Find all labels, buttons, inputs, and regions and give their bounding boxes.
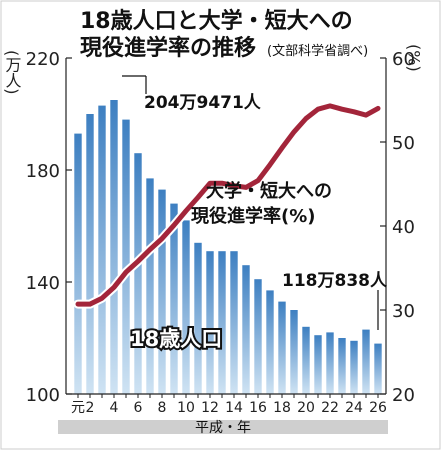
chart-title-line2: 現役進学率の推移 [80, 35, 256, 61]
x-tick-label: 26 [369, 400, 387, 416]
x-tick-label: 4 [110, 400, 119, 416]
x-axis-caption-bar [58, 420, 388, 434]
left-tick-label: 220 [26, 49, 60, 70]
peak-annotation: 204万9471人 [144, 93, 262, 113]
left-axis-unit-label: (万人) [3, 50, 22, 94]
bar-3 [98, 105, 106, 394]
x-tick-label: 24 [345, 400, 363, 416]
x-tick-label: 14 [225, 400, 243, 416]
bar-14 [230, 251, 238, 394]
bar-元 [74, 133, 82, 394]
bar-13 [218, 251, 226, 394]
x-axis-label: 平成・年 [195, 420, 251, 436]
bar-4 [110, 100, 118, 394]
bar-22 [326, 332, 334, 394]
bar-18 [278, 301, 286, 394]
bar-series-label: 18歳人口 [130, 327, 222, 351]
advancement-rate-line [75, 103, 381, 307]
right-axis-ticks: 20 30 40 50 60 [380, 49, 415, 406]
right-tick-label: 60 [392, 49, 415, 70]
left-tick-label: 180 [26, 161, 60, 182]
left-tick-label: 140 [26, 273, 60, 294]
bar-15 [242, 265, 250, 394]
x-axis-ticks: 元 2 4 6 8 10 12 14 16 18 20 22 24 26 [71, 394, 387, 416]
bar-24 [350, 340, 358, 394]
right-tick-label: 20 [392, 385, 415, 406]
bar-26 [374, 343, 382, 394]
bar-5 [122, 119, 130, 394]
x-tick-label: 20 [297, 400, 315, 416]
bar-21 [314, 335, 322, 394]
x-tick-label: 18 [273, 400, 291, 416]
x-tick-label: 22 [321, 400, 339, 416]
x-tick-label: 10 [177, 400, 195, 416]
right-axis-unit-label: (%) [405, 44, 424, 72]
bar-10 [182, 220, 190, 394]
bar-7 [146, 178, 154, 394]
chart-source: (文部科学省調べ) [267, 43, 368, 59]
bar-2 [86, 114, 94, 394]
bar-16 [254, 279, 262, 394]
bar-25 [362, 329, 370, 394]
last-annotation: 118万838人 [282, 271, 388, 291]
x-tick-label: 8 [158, 400, 167, 416]
right-tick-label: 40 [392, 217, 415, 238]
bar-12 [206, 251, 214, 394]
bar-17 [266, 290, 274, 394]
bar-23 [338, 338, 346, 394]
left-axis-ticks: 100 140 180 220 [26, 49, 72, 406]
chart-title-line1: 18歳人口と大学・短大への [80, 8, 353, 34]
bar-8 [158, 189, 166, 394]
bar-series [74, 100, 382, 394]
x-tick-label: 2 [86, 400, 95, 416]
right-tick-label: 30 [392, 301, 415, 322]
x-tick-label: 6 [134, 400, 143, 416]
bar-6 [134, 153, 142, 394]
line-label-line1: 大学・短大への [206, 180, 332, 202]
x-tick-label: 12 [201, 400, 219, 416]
left-tick-label: 100 [26, 385, 60, 406]
bar-19 [290, 310, 298, 394]
x-tick-label: 元 [71, 400, 85, 416]
right-tick-label: 50 [392, 133, 415, 154]
bar-20 [302, 326, 310, 394]
line-series [73, 101, 383, 309]
bar-9 [170, 203, 178, 394]
x-tick-label: 16 [249, 400, 267, 416]
bar-11 [194, 242, 202, 394]
line-label-line2: 現役進学率(%) [191, 205, 316, 227]
